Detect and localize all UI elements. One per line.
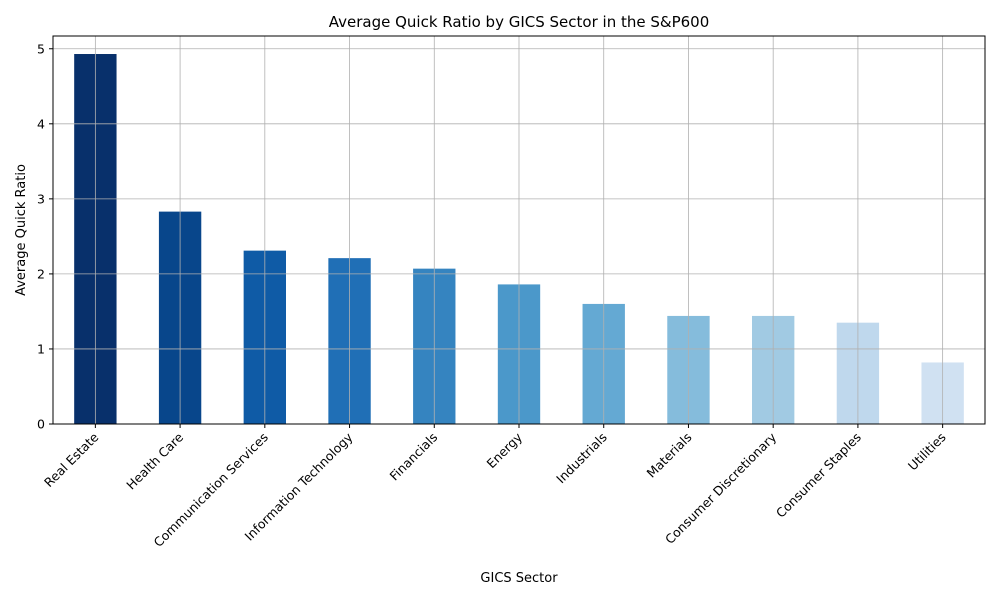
y-tick-label: 3	[37, 191, 45, 206]
x-tick-label: Health Care	[123, 429, 186, 492]
x-tick-label: Industrials	[553, 430, 610, 487]
chart-title: Average Quick Ratio by GICS Sector in th…	[329, 13, 710, 31]
x-axis-label: GICS Sector	[480, 571, 558, 586]
y-axis-label: Average Quick Ratio	[14, 164, 29, 296]
y-axis-ticks: 0 1 2 3 4 5	[37, 41, 53, 432]
plot-frame	[52, 35, 986, 425]
y-tick-label: 1	[37, 341, 45, 356]
x-tick-label: Real Estate	[41, 429, 102, 490]
y-tick-label: 0	[37, 417, 45, 432]
x-tick-label: Materials	[643, 430, 694, 481]
x-tick-label: Financials	[386, 430, 440, 484]
y-tick-label: 4	[37, 116, 45, 131]
x-tick-label: Utilities	[905, 430, 949, 474]
x-tick-label: Consumer Staples	[773, 430, 864, 521]
x-tick-label: Energy	[484, 429, 526, 471]
y-tick-label: 2	[37, 266, 45, 281]
y-tick-label: 5	[37, 41, 45, 56]
